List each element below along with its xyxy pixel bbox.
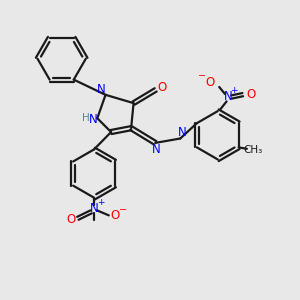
Text: N: N	[177, 125, 186, 139]
Text: N: N	[224, 91, 233, 103]
Text: O: O	[67, 213, 76, 226]
Text: −: −	[118, 205, 127, 215]
Text: N: N	[90, 202, 98, 215]
Text: O: O	[205, 76, 214, 89]
Text: +: +	[230, 86, 238, 95]
Text: −: −	[198, 71, 206, 81]
Text: +: +	[97, 198, 104, 207]
Text: N: N	[152, 143, 161, 156]
Text: H: H	[82, 113, 90, 123]
Text: N: N	[97, 83, 106, 96]
Text: O: O	[158, 81, 167, 94]
Text: N: N	[88, 112, 97, 126]
Text: O: O	[110, 209, 119, 222]
Text: O: O	[246, 88, 255, 101]
Text: CH₃: CH₃	[243, 145, 262, 155]
